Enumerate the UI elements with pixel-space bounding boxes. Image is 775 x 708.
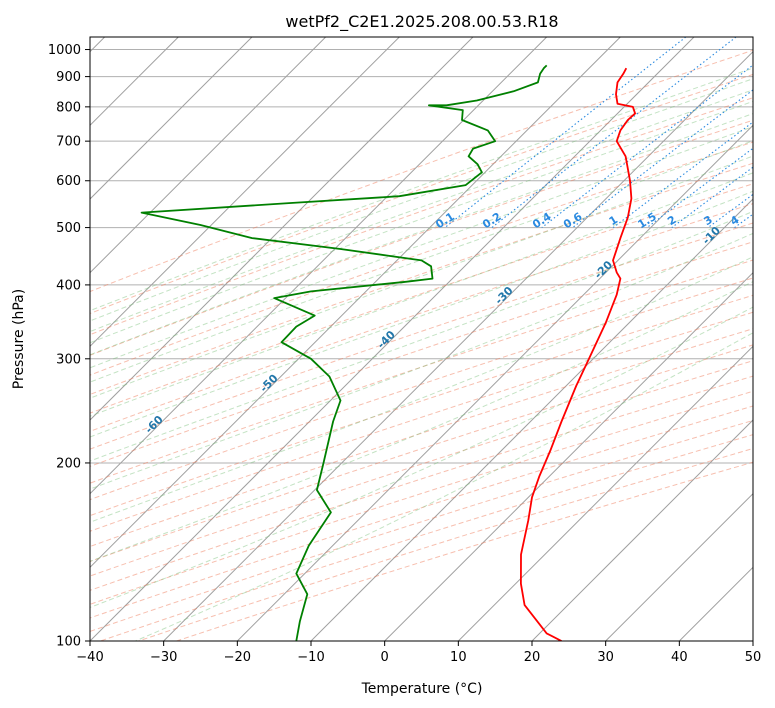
isotherm-line	[90, 37, 548, 495]
isotherm-line	[90, 37, 474, 421]
dewpoint-profile-line	[140, 64, 548, 641]
dry-adiabat-line	[90, 277, 753, 501]
mixing-ratio-line	[671, 166, 753, 229]
y-tick-label: 800	[56, 100, 81, 115]
dry-adiabat-line	[90, 222, 753, 450]
x-tick-label: 30	[597, 650, 614, 665]
isotherm-line	[531, 419, 753, 641]
x-tick-label: 40	[671, 650, 688, 665]
moist-adiabat-line	[90, 232, 753, 490]
dry-adiabat-line	[90, 294, 753, 517]
mixing-ratio-label: 1.5	[635, 210, 658, 231]
x-tick-label: 0	[381, 650, 389, 665]
background-lines	[90, 37, 753, 641]
isotherm-line	[752, 640, 753, 641]
moist-adiabat-line	[90, 256, 753, 523]
isotherm-line	[384, 271, 753, 641]
y-tick-label: 400	[56, 278, 81, 293]
isotherm-line	[310, 198, 753, 641]
isotherm-line	[457, 345, 753, 641]
dry-adiabat-line	[90, 311, 753, 532]
dry-adiabat-line	[100, 434, 753, 641]
y-tick-label: 900	[56, 70, 81, 85]
isotherm-line	[90, 37, 253, 200]
dry-adiabat-line	[90, 162, 753, 395]
dry-adiabat-line	[90, 344, 753, 563]
moist-adiabat-line	[90, 210, 753, 462]
plot-frame	[89, 36, 754, 642]
x-tick-label: 10	[450, 650, 467, 665]
mixing-ratio-line	[707, 193, 753, 229]
x-tick-label: 50	[745, 650, 762, 665]
moist-adiabat-line	[90, 172, 753, 417]
isotherm-label: -70	[26, 455, 49, 478]
x-tick-label: −10	[297, 650, 324, 665]
x-tick-label: −20	[224, 650, 251, 665]
isotherm-label: -20	[592, 258, 615, 281]
y-tick-label: 200	[56, 456, 81, 471]
dry-adiabat-line	[90, 241, 753, 467]
mixing-ratio-line	[572, 89, 753, 229]
temperature-profile-line	[520, 67, 636, 641]
dry-adiabat-line	[90, 328, 753, 548]
isotherm-line	[90, 37, 695, 641]
line-labels: 0.10.20.40.611.52346810131620253036-100-…	[26, 210, 775, 478]
isotherm-line	[90, 37, 621, 569]
isotherm-line	[163, 50, 753, 641]
y-axis: 100 200 300 400 500 600 700 800 900 1000	[48, 43, 90, 650]
moist-adiabat-line	[90, 140, 753, 383]
mixing-ratio-label: 2	[665, 213, 678, 228]
moist-adiabat-line	[90, 190, 753, 438]
y-tick-label: 700	[56, 135, 81, 150]
isotherm-line	[678, 566, 753, 641]
mixing-ratio-line	[734, 213, 753, 229]
dry-adiabat-line	[90, 49, 753, 293]
moist-adiabat-line	[90, 100, 753, 344]
dry-adiabat-line	[90, 259, 753, 484]
moist-adiabat-line	[90, 155, 753, 399]
y-tick-label: 600	[56, 174, 81, 189]
y-tick-label: 100	[56, 635, 81, 650]
x-axis-label: Temperature (°C)	[361, 681, 483, 697]
dry-adiabat-line	[90, 390, 753, 605]
isotherm-label: -50	[257, 372, 280, 395]
x-axis: −40 −30 −20 −10 0 10 20 30 40 50	[76, 641, 761, 665]
dry-adiabat-line	[90, 375, 753, 591]
dry-adiabat-line	[90, 360, 753, 577]
profile-series	[140, 64, 636, 641]
x-tick-label: −40	[76, 650, 103, 665]
y-axis-label: Pressure (hPa)	[11, 289, 27, 389]
x-tick-label: −30	[150, 650, 177, 665]
isotherm-line	[90, 37, 400, 348]
mixing-ratio-label: 4	[728, 213, 742, 228]
mixing-ratio-label: 1	[607, 213, 620, 228]
isotherm-line	[90, 37, 327, 274]
isotherm-line	[605, 492, 753, 641]
y-tick-label: 500	[56, 221, 81, 236]
mixing-ratio-label: 6	[767, 213, 775, 228]
dry-adiabat-line	[90, 419, 753, 632]
dry-adiabat-line	[90, 97, 753, 336]
y-tick-label: 1000	[48, 43, 81, 58]
moist-adiabat-line	[90, 306, 753, 609]
isotherm-line	[236, 124, 753, 641]
chart-title: wetPf2_C2E1.2025.208.00.53.R18	[285, 12, 558, 32]
x-tick-label: 20	[524, 650, 541, 665]
mixing-ratio-label: 0.2	[480, 210, 503, 231]
y-tick-label: 300	[56, 352, 81, 367]
dry-adiabat-line	[90, 141, 753, 376]
mixing-ratio-line	[541, 64, 753, 229]
